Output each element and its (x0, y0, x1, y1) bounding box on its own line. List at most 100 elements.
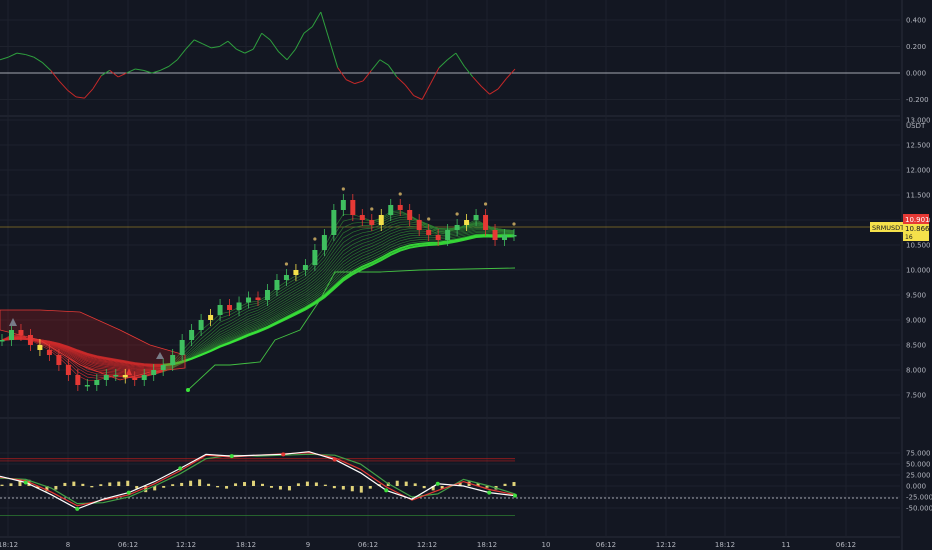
oscillator-line-segment (219, 40, 229, 47)
green-trailing-stop-line (187, 267, 516, 391)
signal-dot (512, 222, 516, 226)
oscillator-line-segment (480, 85, 491, 95)
price-axis: USDT 13.00012.50012.00011.50011.00010.50… (906, 117, 931, 400)
candle-body (445, 230, 451, 240)
oscillator-tick-label: 0.200 (906, 43, 926, 51)
oscillator-line-segment (328, 39, 339, 68)
candle-body (454, 225, 460, 230)
rsi-histogram-bar (413, 483, 417, 486)
oscillator-line-segment (489, 88, 499, 95)
oscillator-line-segment (227, 40, 237, 50)
oscillator-line-segment (160, 65, 170, 71)
rsi-histogram-bar (359, 486, 363, 493)
rsi-histogram-bar (99, 484, 103, 486)
price-tick-label: 10.500 (906, 242, 931, 250)
time-tick-label: 10 (542, 541, 551, 549)
oscillator-line-segment (438, 59, 448, 69)
time-tick-label: 06:12 (836, 541, 856, 549)
price-pane[interactable] (0, 187, 870, 392)
rsi-pane[interactable] (0, 451, 900, 516)
time-tick-label: 06:12 (358, 541, 378, 549)
last-price-bg (903, 214, 929, 224)
candle-body (198, 320, 204, 330)
oscillator-line-segment (455, 52, 465, 67)
rsi-histogram-bar (485, 486, 489, 488)
candle-body (141, 375, 147, 380)
candle-body (170, 355, 176, 365)
oscillator-line-segment (472, 76, 482, 87)
oscillator-line-segment (84, 88, 94, 99)
time-tick-label: 12:12 (656, 541, 676, 549)
candle-body (94, 380, 100, 385)
oscillator-line-segment (404, 84, 415, 96)
oscillator-line-segment (0, 56, 9, 61)
rsi-histogram-bar (225, 486, 229, 489)
candle-body (189, 330, 195, 340)
rsi-cross-dot (126, 490, 131, 495)
oscillator-line-segment (497, 77, 507, 90)
sell-signal-triangle (9, 318, 17, 326)
oscillator-line-segment (109, 69, 119, 78)
oscillator-line-segment (236, 48, 246, 54)
rsi-histogram-bar (216, 486, 220, 488)
oscillator-line-segment (269, 39, 280, 53)
oscillator-line-segment (421, 83, 432, 100)
time-tick-label: 12:12 (417, 541, 437, 549)
candle-body (18, 330, 24, 335)
rsi-cross-dot (513, 493, 517, 498)
sell-signal-triangle (156, 352, 164, 359)
candle-body (378, 215, 384, 225)
signal-dot (427, 217, 431, 221)
rsi-histogram-bar (332, 486, 336, 489)
rsi-histogram-bar (404, 481, 408, 486)
oscillator-line-segment (387, 64, 398, 78)
oscillator-pane[interactable] (0, 11, 900, 100)
rsi-tick-label: 75.000 (906, 450, 931, 458)
oscillator-line-segment (337, 67, 347, 80)
oscillator-line-segment (151, 69, 161, 74)
candle-body (208, 315, 214, 320)
candle-body (46, 350, 52, 355)
oscillator-line-segment (396, 76, 406, 86)
rsi-histogram-bar (314, 482, 318, 486)
rsi-histogram-bar (234, 483, 238, 486)
candle-body (227, 305, 233, 310)
rsi-histogram-bar (63, 482, 67, 486)
rsi-histogram-bar (153, 486, 157, 491)
rsi-histogram-bar (512, 482, 516, 486)
signal-dot (455, 212, 459, 216)
candle-body (350, 200, 356, 215)
rsi-histogram-bar (171, 484, 175, 486)
price-tick-label: 10.000 (906, 267, 931, 275)
oscillator-line-segment (168, 59, 178, 67)
rsi-cross-dot (178, 466, 183, 471)
oscillator-line-segment (244, 48, 254, 54)
oscillator-line-segment (41, 62, 51, 71)
candle-body (84, 385, 90, 387)
oscillator-line-segment (252, 33, 263, 50)
symbol-tag-bg (870, 222, 903, 232)
candle-body (264, 290, 270, 300)
oscillator-tick-label: 0.400 (906, 17, 926, 25)
rsi-tick-label: 50.000 (906, 461, 931, 469)
candle-body (331, 210, 337, 235)
time-tick-label: 18:12 (236, 541, 256, 549)
rsi-histogram-bar (341, 486, 345, 490)
last-price-3-label: 16 (905, 234, 913, 241)
oscillator-line-segment (185, 39, 195, 50)
oscillator-line-segment (193, 39, 203, 45)
rsi-histogram-bar (189, 480, 193, 486)
rsi-histogram-bar (243, 482, 247, 486)
rsi-histogram-bar (503, 483, 507, 486)
candle-body (312, 250, 318, 265)
price-axis-unit-label: USDT (906, 122, 926, 130)
oscillator-line-segment (261, 32, 271, 41)
price-tick-label: 13.000 (906, 117, 931, 125)
rsi-histogram-bar (260, 483, 264, 486)
candle-body (122, 375, 128, 378)
rsi-white-line (0, 451, 516, 510)
rsi-histogram-bar (252, 480, 256, 486)
candle-body (37, 345, 43, 350)
signal-dot (398, 192, 402, 196)
